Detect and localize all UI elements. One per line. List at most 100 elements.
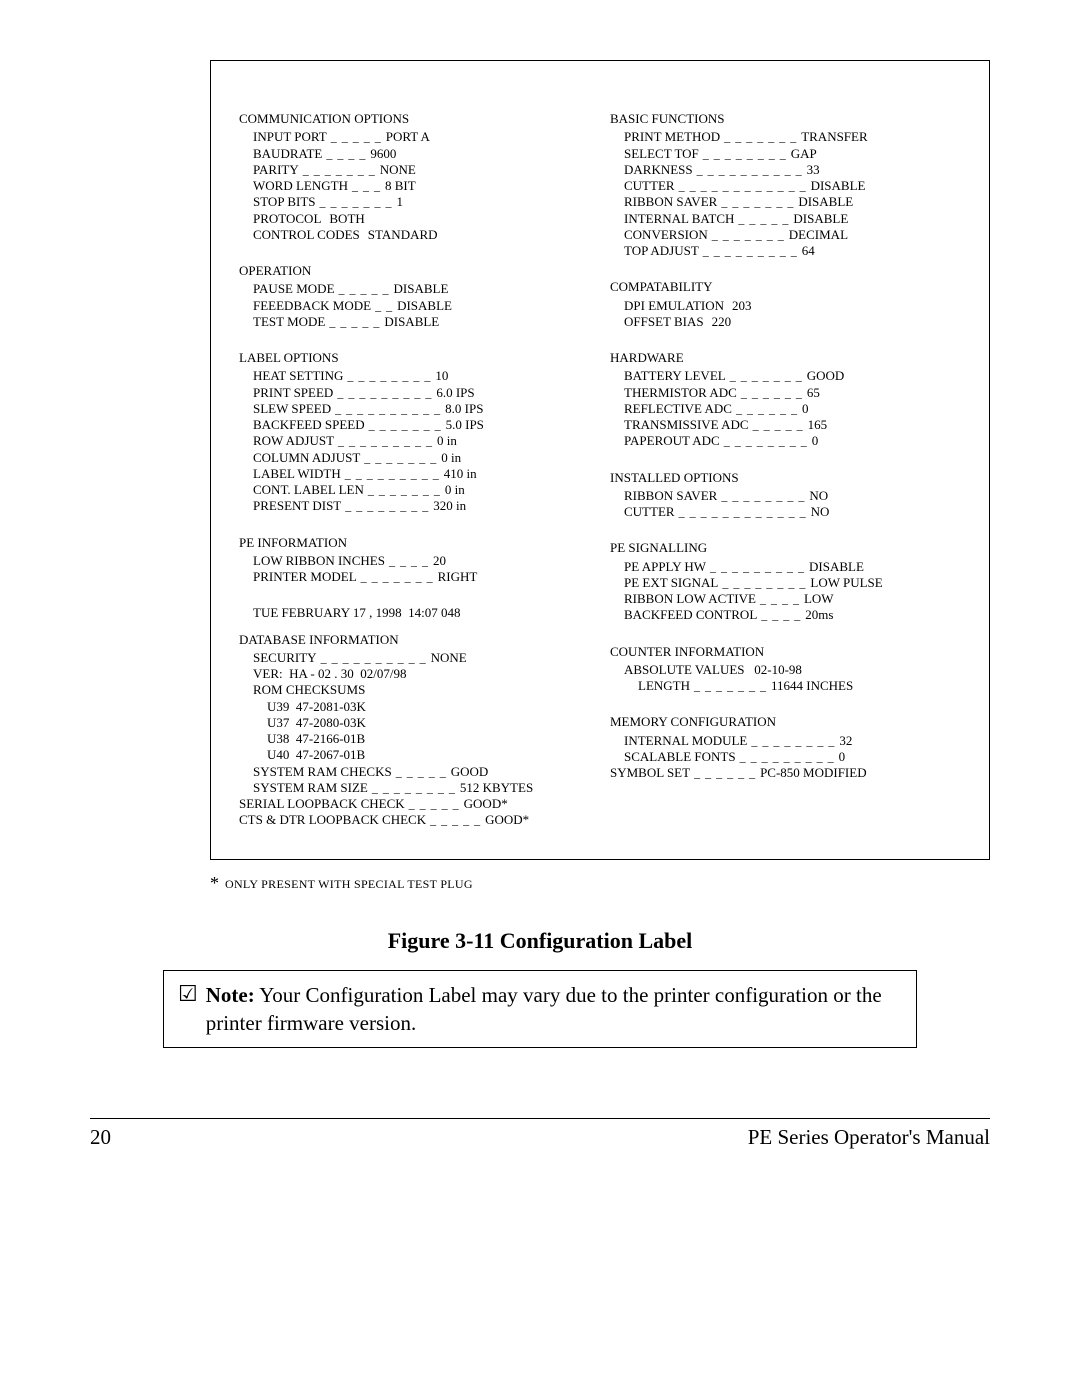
config-label: SELECT TOF — [624, 146, 699, 162]
config-label: PARITY — [253, 162, 299, 178]
config-label: WORD LENGTH — [253, 178, 348, 194]
config-line: U37 47-2080-03K — [239, 715, 590, 731]
fill-dashes: _ _ _ _ _ _ _ _ _ _ _ _ — [675, 505, 811, 520]
fill-dashes: _ _ _ _ — [756, 592, 804, 607]
config-line: RIBBON LOW ACTIVE_ _ _ _LOW — [610, 591, 961, 607]
note-text: Your Configuration Label may vary due to… — [206, 983, 882, 1035]
config-label: SYSTEM RAM SIZE — [253, 780, 368, 796]
config-value: 10 — [435, 368, 448, 384]
config-label: BACKFEED SPEED — [253, 417, 365, 433]
config-value: 20 — [433, 553, 446, 569]
config-line: U38 47-2166-01B — [239, 731, 590, 747]
config-label: INTERNAL BATCH — [624, 211, 734, 227]
config-line: ABSOLUTE VALUES 02-10-98 — [610, 662, 961, 678]
config-line: TUE FEBRUARY 17 , 1998 14:07 048 — [239, 605, 590, 621]
spacer — [239, 243, 590, 253]
fill-dashes: _ _ _ _ _ _ _ — [690, 679, 771, 694]
config-label: CUTTER — [624, 178, 675, 194]
config-value: DECIMAL — [789, 227, 848, 243]
config-label: CONTROL CODES — [253, 227, 360, 243]
config-value: DISABLE — [809, 559, 864, 575]
fill-dashes: _ _ _ _ — [757, 608, 805, 623]
section-title: INSTALLED OPTIONS — [610, 470, 961, 486]
config-label: SYMBOL SET — [610, 765, 690, 781]
note-box: ☑ Note: Your Configuration Label may var… — [163, 970, 917, 1049]
config-line: COLUMN ADJUST_ _ _ _ _ _ _0 in — [239, 450, 590, 466]
config-line: ROW ADJUST_ _ _ _ _ _ _ _ _0 in — [239, 433, 590, 449]
config-line: CUTTER_ _ _ _ _ _ _ _ _ _ _ _NO — [610, 504, 961, 520]
config-value: 0 — [812, 433, 819, 449]
config-value: 32 — [839, 733, 852, 749]
config-text: U37 47-2080-03K — [267, 715, 366, 731]
config-value: DISABLE — [397, 298, 452, 314]
config-label: OFFSET BIAS — [624, 314, 704, 330]
footnote-asterisk: * — [210, 874, 219, 892]
config-line: CONVERSION_ _ _ _ _ _ _DECIMAL — [610, 227, 961, 243]
fill-dashes: _ _ _ _ _ _ _ _ _ — [333, 386, 436, 401]
config-line: PAUSE MODE_ _ _ _ _DISABLE — [239, 281, 590, 297]
config-line: SCALABLE FONTS_ _ _ _ _ _ _ _ _0 — [610, 749, 961, 765]
config-line: BACKFEED CONTROL_ _ _ _20ms — [610, 607, 961, 623]
config-label: REFLECTIVE ADC — [624, 401, 732, 417]
fill-dashes: _ _ _ _ _ — [325, 315, 384, 330]
fill-dashes: _ _ _ _ _ _ _ _ _ _ — [317, 651, 431, 666]
section-title: HARDWARE — [610, 350, 961, 366]
config-label: LOW RIBBON INCHES — [253, 553, 385, 569]
section-title: DATABASE INFORMATION — [239, 632, 590, 648]
config-value: GAP — [791, 146, 817, 162]
section-title: COMPATABILITY — [610, 279, 961, 295]
config-line: SLEW SPEED_ _ _ _ _ _ _ _ _ _8.0 IPS — [239, 401, 590, 417]
fill-dashes: _ _ _ — [348, 179, 385, 194]
config-line: SERIAL LOOPBACK CHECK_ _ _ _ _GOOD* — [239, 796, 590, 812]
config-right-column: BASIC FUNCTIONSPRINT METHOD_ _ _ _ _ _ _… — [600, 111, 961, 829]
config-line: INTERNAL BATCH_ _ _ _ _DISABLE — [610, 211, 961, 227]
config-value: NONE — [380, 162, 416, 178]
config-label: LENGTH — [638, 678, 690, 694]
config-label: FEEEDBACK MODE — [253, 298, 371, 314]
config-line: CUTTER_ _ _ _ _ _ _ _ _ _ _ _DISABLE — [610, 178, 961, 194]
configuration-label-box: COMMUNICATION OPTIONSINPUT PORT_ _ _ _ _… — [210, 60, 990, 860]
fill-dashes: _ _ _ _ _ — [405, 797, 464, 812]
config-line: CONTROL CODESSTANDARD — [239, 227, 590, 243]
config-label: SECURITY — [253, 650, 317, 666]
config-value: 0 — [802, 401, 809, 417]
config-line: LOW RIBBON INCHES_ _ _ _20 — [239, 553, 590, 569]
config-line: CONT. LABEL LEN_ _ _ _ _ _ _0 in — [239, 482, 590, 498]
spacer — [610, 520, 961, 530]
config-value: RIGHT — [438, 569, 478, 585]
fill-dashes: _ _ _ _ _ _ _ _ _ _ _ _ — [675, 179, 811, 194]
config-line: LABEL WIDTH_ _ _ _ _ _ _ _ _410 in — [239, 466, 590, 482]
config-label: PAUSE MODE — [253, 281, 335, 297]
config-left-column: COMMUNICATION OPTIONSINPUT PORT_ _ _ _ _… — [239, 111, 600, 829]
config-value: GOOD — [807, 368, 845, 384]
config-line: PRINTER MODEL_ _ _ _ _ _ _RIGHT — [239, 569, 590, 585]
config-text: ROM CHECKSUMS — [253, 682, 365, 698]
figure-caption: Figure 3-11 Configuration Label — [90, 928, 990, 954]
fill-dashes: _ _ _ _ _ _ _ — [708, 228, 789, 243]
config-line: INTERNAL MODULE_ _ _ _ _ _ _ _32 — [610, 733, 961, 749]
fill-dashes: _ _ _ _ _ _ _ — [720, 130, 801, 145]
config-value: PORT A — [386, 129, 430, 145]
document-page: COMMUNICATION OPTIONSINPUT PORT_ _ _ _ _… — [0, 0, 1080, 1397]
config-line: PARITY_ _ _ _ _ _ _NONE — [239, 162, 590, 178]
spacer — [239, 515, 590, 525]
config-label: DARKNESS — [624, 162, 693, 178]
config-line: RIBBON SAVER_ _ _ _ _ _ _DISABLE — [610, 194, 961, 210]
section-title: COUNTER INFORMATION — [610, 644, 961, 660]
fill-dashes: _ _ — [371, 299, 397, 314]
config-line: FEEEDBACK MODE_ _DISABLE — [239, 298, 590, 314]
config-value: 0 in — [437, 433, 457, 449]
config-label: BAUDRATE — [253, 146, 322, 162]
config-label: RIBBON LOW ACTIVE — [624, 591, 756, 607]
config-value: 11644 INCHES — [771, 678, 853, 694]
section-title: MEMORY CONFIGURATION — [610, 714, 961, 730]
fill-dashes: _ _ _ _ _ _ _ _ _ — [341, 467, 444, 482]
config-value: NO — [809, 488, 828, 504]
config-text: VER: HA - 02 . 30 02/07/98 — [253, 666, 406, 682]
fill-dashes: _ _ _ _ _ — [749, 418, 808, 433]
fill-dashes: _ _ _ _ _ _ _ — [365, 418, 446, 433]
config-value: DISABLE — [384, 314, 439, 330]
config-label: SYSTEM RAM CHECKS — [253, 764, 392, 780]
spacer — [610, 694, 961, 704]
fill-dashes: _ _ _ _ _ _ _ — [360, 451, 441, 466]
